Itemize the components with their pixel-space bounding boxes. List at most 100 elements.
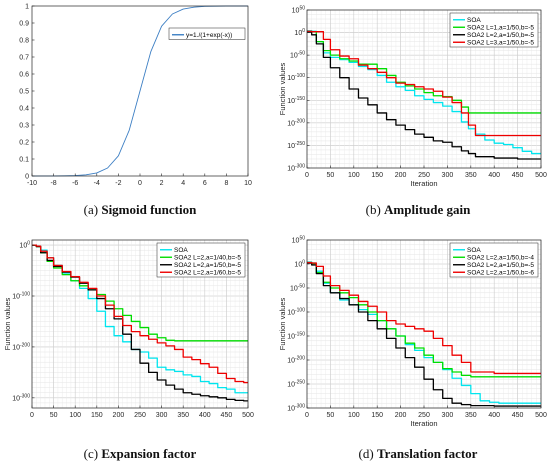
y-tick-label: 100 bbox=[19, 241, 30, 250]
x-tick-label: 350 bbox=[465, 412, 477, 419]
y-axis: 0 0.1 0.2 0.3 0.4 0.5 0.6 0.7 0.8 0.9 1 bbox=[19, 4, 35, 181]
legend-label: SOA bbox=[174, 247, 188, 254]
series-line-0 bbox=[307, 30, 541, 155]
x-tick-label: 250 bbox=[418, 412, 430, 419]
x-tick-label: 350 bbox=[465, 172, 477, 179]
y-tick-label: 0.5 bbox=[19, 89, 29, 96]
y-tick-label: 0.7 bbox=[19, 55, 29, 62]
y-tick-label: 10-200 bbox=[287, 356, 305, 365]
y-axis-label: Function values bbox=[3, 297, 12, 350]
x-tick-label: 100 bbox=[348, 172, 360, 179]
y-tick-label: 10-150 bbox=[287, 96, 305, 105]
x-tick-label: -10 bbox=[27, 180, 37, 187]
y-tick-label: 10-100 bbox=[12, 292, 30, 301]
legend-label: SOA2 L=2,a=1/60,b=-5 bbox=[174, 270, 241, 277]
series-line-2 bbox=[32, 244, 248, 402]
x-tick-label: 0 bbox=[30, 412, 34, 419]
y-tick-label: 0.6 bbox=[19, 72, 29, 79]
legend-label: SOA2 L=3,a=1/50,b=-5 bbox=[467, 40, 534, 47]
x-tick-label: 300 bbox=[156, 412, 168, 419]
y-tick-label: 10-150 bbox=[287, 332, 305, 341]
x-tick-label: 450 bbox=[512, 412, 524, 419]
legend-label: SOA bbox=[467, 247, 481, 254]
legend: y=1./(1+exp(-x)) bbox=[168, 27, 246, 40]
x-tick-label: 250 bbox=[134, 412, 146, 419]
y-tick-label: 10-250 bbox=[287, 141, 305, 150]
caption: (c) Expansion factor bbox=[84, 446, 197, 461]
x-tick-label: -4 bbox=[94, 180, 100, 187]
legend-label: SOA2 L=2,a=1/50,b=-5 bbox=[174, 262, 241, 269]
y-tick-label: 10-300 bbox=[12, 393, 30, 402]
x-tick-label: -2 bbox=[115, 180, 121, 187]
legend-label: y=1./(1+exp(-x)) bbox=[186, 32, 232, 39]
y-tick-label: 10-100 bbox=[287, 308, 305, 317]
x-tick-label: -8 bbox=[50, 180, 56, 187]
legend-box bbox=[168, 27, 246, 40]
x-tick-label: 200 bbox=[395, 172, 407, 179]
y-axis: 1050 100 10-50 10-100 10-150 10-200 10-250 10-3… bbox=[278, 6, 310, 173]
y-axis-label: Function values bbox=[278, 62, 287, 115]
legend-label: SOA2 L=2,a=1/50,b=-6 bbox=[467, 270, 534, 277]
y-tick-label: 1050 bbox=[292, 236, 306, 245]
y-tick-label: 0.9 bbox=[19, 21, 29, 28]
x-axis: 0 50 100 150 200 250 300 350 400 450 500 Iteration bbox=[305, 165, 547, 188]
legend-box bbox=[156, 242, 246, 278]
x-tick-label: 150 bbox=[371, 172, 383, 179]
x-tick-label: 150 bbox=[91, 412, 103, 419]
y-tick-label: 1050 bbox=[292, 6, 306, 15]
x-tick-label: 500 bbox=[242, 412, 254, 419]
y-tick-label: 10-100 bbox=[287, 73, 305, 82]
legend-label: SOA2 L=2,a=1/50,b=-4 bbox=[467, 255, 534, 262]
chart-c: 0 50 100 150 200 250 300 350 400 450 50010010-1001… bbox=[3, 239, 254, 461]
legend-label: SOA2 L=2,a=1/50,b=-5 bbox=[467, 262, 534, 269]
x-axis-label: Iteration bbox=[410, 419, 437, 428]
y-tick-label: 0.1 bbox=[19, 157, 29, 164]
x-axis-label: Iteration bbox=[410, 179, 437, 188]
y-tick-label: 100 bbox=[294, 28, 305, 37]
y-tick-label: 10-300 bbox=[287, 164, 305, 173]
chart-b: 0 50 100 150 200 250 300 350 400 450 500 Iteration 1… bbox=[278, 6, 547, 218]
y-tick-label: 1 bbox=[25, 4, 29, 11]
y-tick-label: 0.4 bbox=[19, 106, 29, 113]
x-tick-label: 4 bbox=[181, 180, 185, 187]
x-tick-label: 300 bbox=[442, 412, 454, 419]
series-line-3 bbox=[32, 244, 248, 384]
y-tick-label: 10-300 bbox=[287, 404, 305, 413]
x-tick-label: 300 bbox=[442, 172, 454, 179]
series-line-2 bbox=[307, 31, 541, 160]
x-tick-label: 10 bbox=[244, 180, 252, 187]
series-line-3 bbox=[307, 261, 541, 375]
x-tick-label: 200 bbox=[113, 412, 125, 419]
x-tick-label: 0 bbox=[138, 180, 142, 187]
y-tick-label: 10-200 bbox=[12, 342, 30, 351]
x-tick-label: 100 bbox=[69, 412, 81, 419]
y-axis: 100 10-100 10-200 10-300 Function values bbox=[3, 241, 35, 402]
series-line-1 bbox=[307, 261, 541, 378]
y-tick-label: 0.2 bbox=[19, 140, 29, 147]
caption: (b) Amplitude gain bbox=[366, 202, 472, 217]
series-line-3 bbox=[307, 30, 541, 137]
x-tick-label: 0 bbox=[305, 172, 309, 179]
y-axis: 1050 100 10-50 10-100 10-150 10-200 10-250 10-3… bbox=[278, 236, 310, 413]
legend-box bbox=[449, 12, 539, 48]
x-tick-label: 50 bbox=[50, 412, 58, 419]
x-tick-label: 0 bbox=[305, 412, 309, 419]
x-axis: -10 -8 -6 -4 -2 0 2 4 6 8 10 bbox=[27, 173, 252, 187]
chart-a: -10 -8 -6 -4 -2 0 2 4 6 8 10 0 0.1 0.2 0.3 0.4 0.5 0.6 0.7… bbox=[19, 4, 252, 218]
x-tick-label: 350 bbox=[177, 412, 189, 419]
x-tick-label: 150 bbox=[371, 412, 383, 419]
y-tick-label: 0.8 bbox=[19, 38, 29, 45]
y-tick-label: 10-250 bbox=[287, 380, 305, 389]
legend-label: SOA2 L=1,a=1/50,b=-5 bbox=[467, 25, 534, 32]
x-tick-label: 450 bbox=[221, 412, 233, 419]
x-tick-label: 450 bbox=[512, 172, 524, 179]
x-tick-label: 400 bbox=[488, 412, 500, 419]
legend-label: SOA2 L=2,a=1/40,b=-5 bbox=[174, 255, 241, 262]
x-tick-label: -6 bbox=[72, 180, 78, 187]
x-tick-label: 2 bbox=[160, 180, 164, 187]
legend-label: SOA2 L=2,a=1/50,b=-5 bbox=[467, 32, 534, 39]
y-tick-label: 100 bbox=[294, 260, 305, 269]
